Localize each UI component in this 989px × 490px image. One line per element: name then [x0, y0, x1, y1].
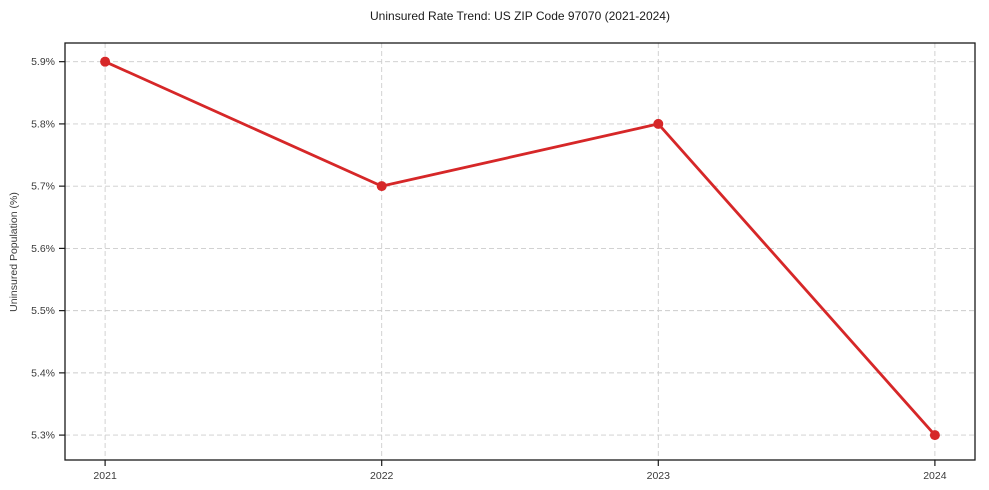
y-tick-label: 5.4%: [31, 367, 55, 379]
trend-line: [103, 60, 937, 437]
data-point-2023: [653, 118, 664, 129]
y-tick-label: 5.3%: [31, 430, 55, 442]
data-point-2024: [929, 430, 940, 441]
x-tick-label: 2023: [647, 470, 671, 482]
y-tick-label: 5.7%: [31, 181, 55, 193]
data-point-2022: [376, 181, 387, 192]
x-tick-label: 2024: [923, 470, 947, 482]
chart-title: Uninsured Rate Trend: US ZIP Code 97070 …: [370, 9, 670, 23]
x-tick-label: 2022: [370, 470, 394, 482]
y-tick-label: 5.8%: [31, 118, 55, 130]
x-tick-label: 2021: [93, 470, 117, 482]
data-point-2021: [100, 56, 111, 67]
y-tick-label: 5.6%: [31, 243, 55, 255]
y-tick-label: 5.5%: [31, 305, 55, 317]
plot-border: [64, 42, 976, 461]
y-tick-label: 5.9%: [31, 56, 55, 68]
